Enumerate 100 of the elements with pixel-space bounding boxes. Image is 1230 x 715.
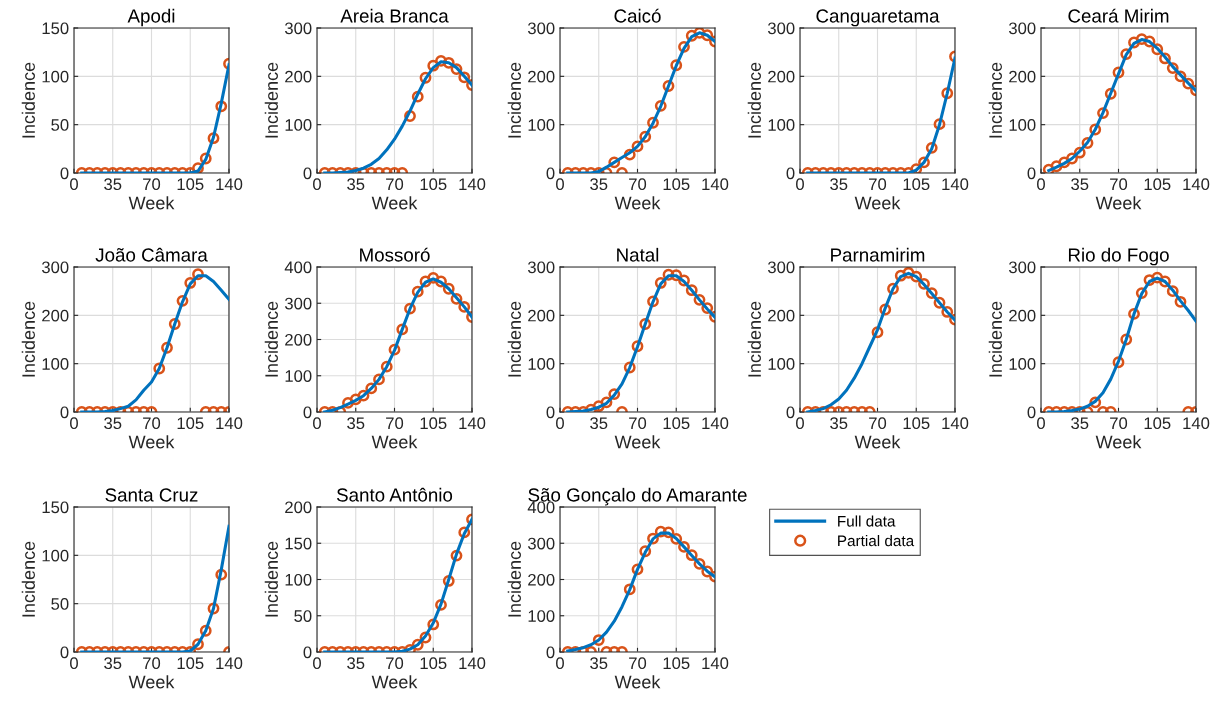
y-tick-label: 0 — [546, 167, 555, 180]
y-tick-label: 200 — [528, 70, 555, 83]
chart-title: Santa Cruz — [105, 488, 198, 502]
x-tick-label: 105 — [1144, 417, 1171, 430]
chart-title: Caicó — [614, 8, 661, 23]
x-tick-label: 140 — [1183, 417, 1210, 430]
x-tick-label: 35 — [104, 178, 122, 191]
y-tick-label: 300 — [284, 22, 312, 35]
y-tick-label: 150 — [42, 501, 69, 514]
x-tick-label: 140 — [942, 417, 969, 430]
chart-title: Mossoró — [360, 247, 430, 262]
x-tick-label: 70 — [869, 178, 887, 191]
y-tick-label: 100 — [42, 549, 69, 562]
x-axis-title: Week — [614, 675, 661, 689]
y-tick-label: 100 — [528, 358, 555, 370]
y-tick-label: 0 — [1027, 167, 1036, 180]
x-tick-label: 70 — [143, 178, 161, 191]
y-axis-title: Incidence — [21, 62, 35, 138]
y-tick-label: 50 — [51, 598, 69, 610]
x-tick-label: 0 — [70, 417, 78, 430]
y-tick-label: 300 — [41, 261, 69, 274]
x-tick-label: 140 — [459, 178, 486, 191]
y-tick-label: 100 — [528, 610, 555, 622]
x-tick-label: 0 — [796, 417, 804, 430]
x-axis-title: Week — [128, 435, 175, 449]
x-tick-label: 35 — [590, 657, 608, 670]
x-axis-title: Week — [1095, 435, 1142, 449]
x-tick-label: 70 — [386, 657, 404, 670]
y-tick-label: 0 — [546, 406, 555, 419]
y-tick-label: 100 — [768, 358, 795, 370]
x-tick-label: 0 — [313, 178, 321, 191]
legend-label: Full data — [838, 515, 896, 527]
y-tick-label: 100 — [285, 573, 312, 586]
x-tick-label: 0 — [796, 178, 804, 191]
x-tick-label: 70 — [629, 417, 647, 430]
x-tick-label: 140 — [1183, 178, 1210, 191]
x-tick-label: 70 — [143, 657, 161, 670]
x-tick-label: 140 — [702, 657, 729, 670]
y-axis-title: Incidence — [21, 301, 35, 377]
y-tick-label: 300 — [527, 22, 555, 35]
x-axis-title: Week — [854, 196, 901, 210]
x-tick-label: 140 — [702, 417, 729, 430]
y-tick-label: 150 — [42, 22, 69, 35]
x-tick-label: 35 — [830, 417, 848, 430]
x-tick-label: 35 — [104, 417, 122, 430]
y-tick-label: 0 — [786, 406, 795, 419]
x-tick-label: 105 — [903, 178, 930, 191]
x-tick-label: 0 — [70, 657, 78, 670]
y-tick-label: 100 — [1009, 119, 1036, 131]
y-axis-title: Incidence — [264, 62, 278, 138]
x-tick-label: 35 — [590, 417, 608, 430]
x-tick-label: 70 — [1110, 178, 1128, 191]
x-tick-label: 35 — [347, 657, 365, 670]
y-tick-label: 100 — [768, 119, 795, 131]
chart-title: Ceará Mirim — [1068, 8, 1169, 23]
x-axis-title: Week — [614, 196, 661, 210]
x-tick-label: 35 — [347, 417, 365, 430]
x-tick-label: 140 — [216, 657, 243, 670]
x-tick-label: 35 — [104, 657, 122, 670]
y-tick-label: 300 — [527, 261, 555, 274]
y-tick-label: 0 — [786, 167, 795, 180]
x-tick-label: 0 — [556, 178, 564, 191]
y-tick-label: 0 — [303, 406, 312, 419]
x-tick-label: 70 — [386, 417, 404, 430]
y-tick-label: 100 — [528, 119, 555, 131]
y-axis-title: Incidence — [988, 301, 1002, 377]
x-tick-label: 35 — [590, 178, 608, 191]
y-axis-title: Incidence — [21, 541, 35, 617]
y-tick-label: 300 — [767, 22, 795, 35]
y-tick-label: 100 — [42, 358, 69, 370]
x-tick-label: 35 — [1071, 417, 1089, 430]
x-tick-label: 105 — [663, 417, 690, 430]
x-axis-title: Week — [614, 435, 661, 449]
x-tick-label: 35 — [347, 178, 365, 191]
x-tick-label: 0 — [313, 417, 321, 430]
x-tick-label: 105 — [420, 417, 447, 430]
y-tick-label: 0 — [303, 167, 312, 180]
x-tick-label: 105 — [663, 657, 690, 670]
x-tick-label: 105 — [420, 657, 447, 670]
y-tick-label: 200 — [1009, 309, 1036, 322]
y-axis-title: Incidence — [988, 62, 1002, 138]
x-axis-title: Week — [371, 196, 418, 210]
y-tick-label: 200 — [285, 333, 312, 346]
x-tick-label: 105 — [420, 178, 447, 191]
x-tick-label: 70 — [386, 178, 404, 191]
chart-title: Canguaretama — [816, 9, 940, 27]
y-tick-label: 0 — [546, 646, 555, 659]
y-tick-label: 200 — [528, 573, 555, 586]
y-tick-label: 150 — [285, 537, 312, 550]
x-tick-label: 70 — [869, 417, 887, 430]
y-tick-label: 200 — [768, 309, 795, 322]
y-tick-label: 200 — [1009, 70, 1036, 83]
x-axis-title: Week — [128, 675, 175, 689]
x-tick-label: 105 — [177, 657, 204, 670]
x-tick-label: 0 — [1037, 178, 1045, 191]
chart-title: Apodi — [127, 8, 175, 27]
y-axis-title: Incidence — [507, 62, 521, 138]
y-tick-label: 300 — [1008, 261, 1036, 274]
y-tick-label: 200 — [42, 309, 69, 322]
legend-label: Partial data — [838, 535, 915, 547]
